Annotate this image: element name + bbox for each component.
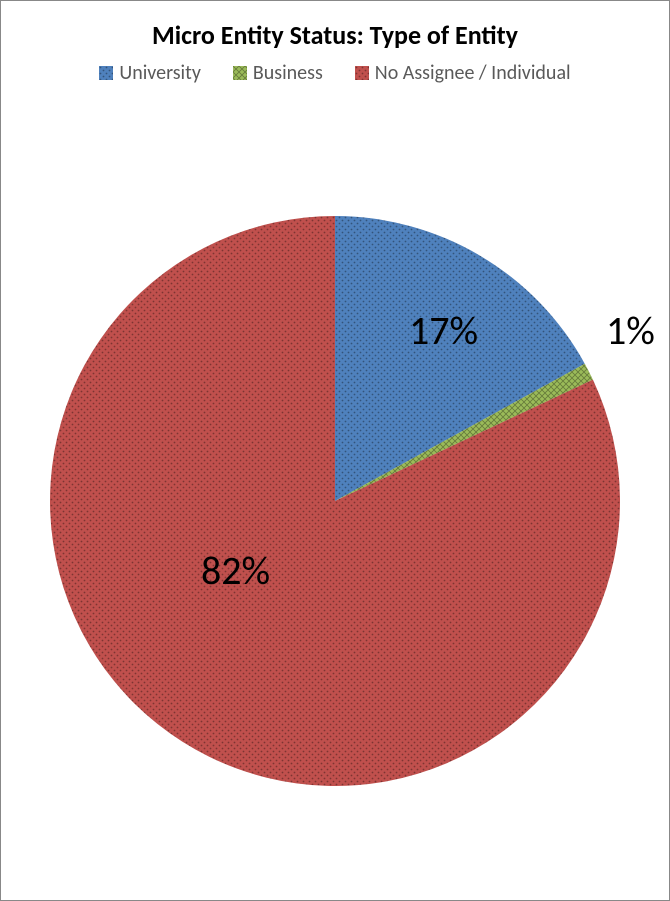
- chart-title: Micro Entity Status: Type of Entity: [1, 1, 669, 51]
- pie-svg: [50, 216, 620, 786]
- legend-swatch: [99, 66, 113, 80]
- legend-label: Business: [253, 61, 323, 85]
- slice-label-business: 1%: [606, 306, 655, 355]
- legend-label: University: [119, 61, 201, 85]
- legend: University Business No Assignee / Indivi…: [1, 61, 669, 85]
- legend-item-business: Business: [233, 61, 323, 85]
- legend-item-university: University: [99, 61, 201, 85]
- slice-label-no-assignee: 82%: [201, 546, 270, 595]
- pie-chart: [50, 216, 620, 791]
- legend-swatch: [233, 66, 247, 80]
- legend-swatch: [355, 66, 369, 80]
- legend-item-no-assignee: No Assignee / Individual: [355, 61, 571, 85]
- legend-label: No Assignee / Individual: [375, 61, 571, 85]
- slice-label-university: 17%: [409, 306, 478, 355]
- chart-container: Micro Entity Status: Type of Entity Univ…: [0, 0, 670, 901]
